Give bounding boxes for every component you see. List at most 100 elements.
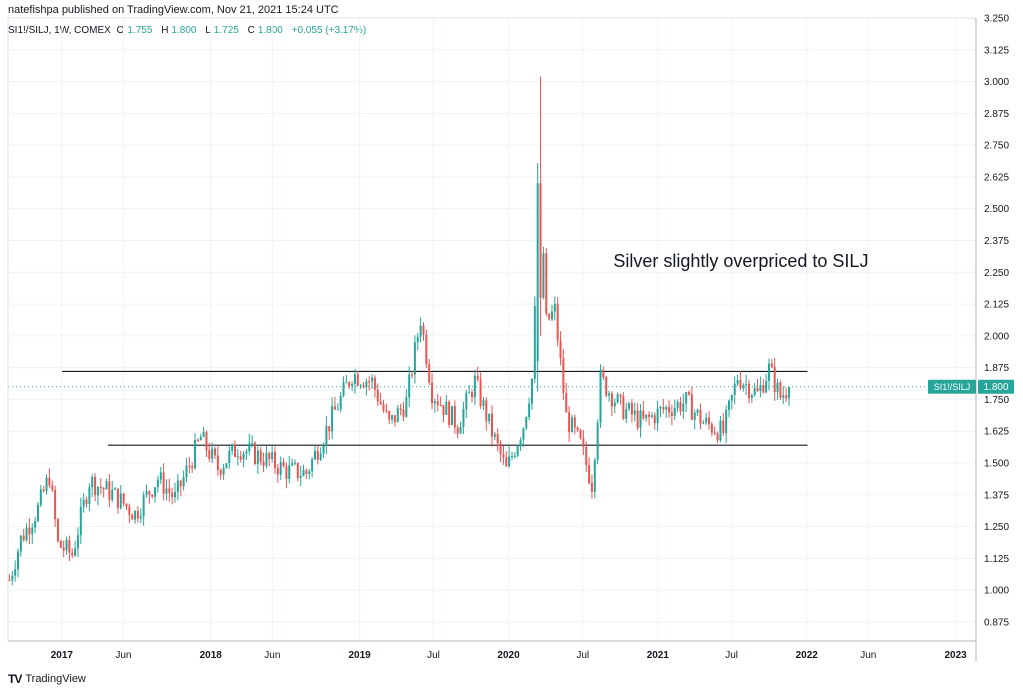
candle-body — [730, 394, 733, 401]
candle-body — [14, 569, 17, 576]
candle-body — [702, 422, 705, 424]
candle-body — [693, 412, 696, 420]
candle-body — [82, 499, 85, 507]
candle-body — [154, 487, 157, 497]
tradingview-brand[interactable]: TV TradingView — [8, 672, 86, 686]
candle-body — [385, 410, 388, 412]
candle-body — [596, 422, 599, 460]
candle-body — [328, 426, 331, 432]
candle-body — [188, 465, 191, 467]
candle-body — [405, 397, 408, 417]
candle-body — [659, 407, 662, 409]
candle-body — [419, 325, 422, 337]
candle-body — [605, 377, 608, 396]
candle-body — [616, 394, 619, 403]
candle-body — [285, 466, 288, 479]
candle-body — [499, 443, 502, 454]
candle-body — [236, 456, 239, 458]
candle-body — [279, 461, 282, 475]
candle-body — [102, 488, 105, 490]
y-tick-label: 1.375 — [984, 490, 1009, 501]
candle-body — [582, 438, 585, 447]
candle-body — [576, 427, 579, 431]
candle-body — [747, 383, 750, 398]
candle-body — [88, 487, 91, 504]
candle-body — [465, 392, 468, 409]
change-value: +0.055 (+3.17%) — [291, 25, 367, 36]
candle-body — [656, 408, 659, 424]
candle-body — [505, 457, 508, 467]
candle-body — [456, 427, 459, 434]
candle-body — [696, 409, 699, 413]
candle-body — [345, 382, 348, 384]
candle-body — [710, 424, 713, 433]
candle-body — [176, 480, 179, 493]
candle-body — [476, 375, 479, 380]
candle-body — [96, 486, 99, 496]
candle-body — [134, 511, 137, 520]
candle-body — [573, 417, 576, 428]
candle-body — [59, 540, 62, 548]
candle-body — [291, 463, 294, 466]
x-tick-label: Jul — [725, 650, 738, 661]
candle-body — [782, 395, 785, 398]
price-tag-symbol: SI1!/SILJ — [934, 382, 971, 392]
candle-body — [759, 385, 762, 392]
candle-body — [85, 499, 88, 504]
candle-body — [171, 492, 174, 498]
candle-body — [536, 183, 539, 362]
candle-body — [705, 417, 708, 423]
candle-body — [128, 506, 131, 515]
candle-body — [325, 426, 328, 446]
candle-body — [785, 395, 788, 399]
candle-body — [222, 467, 225, 475]
candle-body — [550, 311, 553, 320]
candle-body — [388, 411, 391, 420]
candle-body — [425, 334, 428, 365]
candle-body — [442, 405, 445, 415]
candle-body — [99, 486, 102, 489]
candle-body — [185, 465, 188, 477]
candle-body — [271, 452, 274, 460]
candle-body — [765, 380, 768, 393]
candle-body — [770, 363, 773, 368]
candle-body — [111, 489, 114, 500]
candle-body — [333, 406, 336, 410]
candle-body — [174, 492, 177, 498]
candle-body — [713, 432, 716, 434]
candle-body — [722, 420, 725, 434]
candle-body — [262, 461, 265, 466]
candle-body — [485, 400, 488, 422]
candle-body — [51, 485, 54, 490]
x-tick-label: 2018 — [200, 650, 223, 661]
candle-body — [502, 453, 505, 458]
candle-body — [599, 369, 602, 423]
x-tick-label: 2020 — [497, 650, 520, 661]
candle-body — [28, 527, 31, 535]
y-tick-label: 1.000 — [984, 586, 1009, 597]
candle-body — [214, 448, 217, 456]
candle-body — [610, 393, 613, 407]
price-tag-value: 1.800 — [983, 382, 1008, 393]
candle-body — [76, 535, 79, 549]
candle-body — [556, 303, 559, 341]
candle-body — [628, 403, 631, 410]
horizontal-lines — [8, 370, 976, 446]
candle-body — [288, 465, 291, 479]
candle-body — [673, 407, 676, 416]
symbol-label[interactable]: SI1!/SILJ, 1W, COMEX — [8, 25, 111, 36]
candle-body — [36, 504, 39, 521]
close-value: C 1.800 — [247, 25, 283, 36]
candle-body — [259, 450, 262, 462]
candle-body — [679, 402, 682, 412]
candle-body — [439, 405, 442, 407]
candle-body — [302, 470, 305, 476]
candle-body — [371, 377, 374, 382]
candle-body — [242, 453, 245, 460]
candle-body — [625, 409, 628, 419]
candle-body — [585, 446, 588, 465]
candle-body — [570, 417, 573, 433]
candle-body — [496, 434, 499, 444]
y-tick-label: 1.125 — [984, 554, 1009, 565]
